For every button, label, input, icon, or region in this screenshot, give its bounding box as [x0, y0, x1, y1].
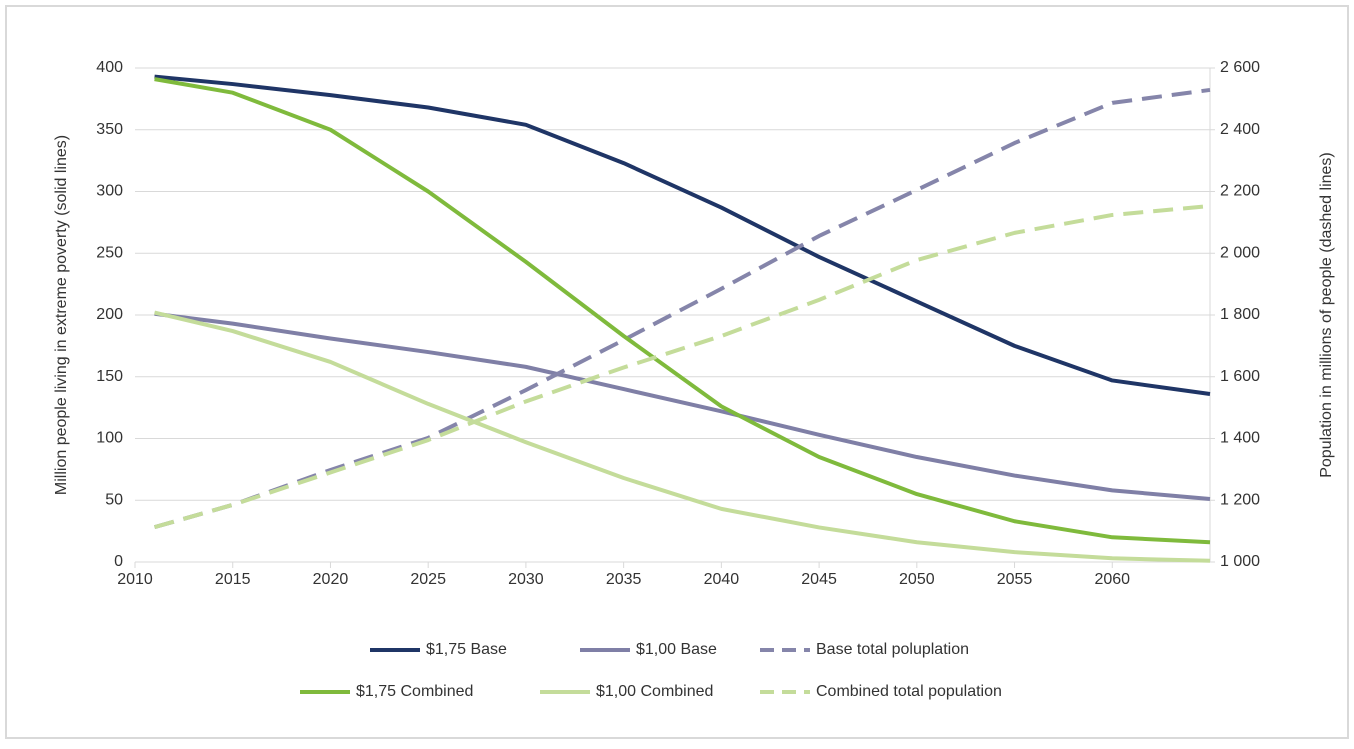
y-axis-title: Million people living in extreme poverty…: [53, 135, 70, 495]
y-tick-label: 0: [114, 553, 123, 570]
y2-tick-label: 1 800: [1220, 306, 1260, 323]
series-line: [154, 77, 1211, 545]
x-tick-label: 2040: [704, 571, 740, 588]
y2-tick-label: 2 600: [1220, 59, 1260, 76]
y-tick-label: 200: [96, 306, 123, 323]
legend-label: $1,75 Combined: [356, 683, 473, 700]
y-tick-label: 100: [96, 430, 123, 447]
y2-tick-label: 1 400: [1220, 430, 1260, 447]
y2-tick-label: 2 200: [1220, 183, 1260, 200]
series-line: [154, 311, 1211, 502]
x-tick-label: 2050: [899, 571, 935, 588]
legend-label: $1,75 Base: [426, 641, 507, 658]
x-tick-label: 2030: [508, 571, 544, 588]
y2-axis-title: Population in millions of people (dashed…: [1318, 152, 1335, 478]
series-line: [154, 74, 1211, 397]
legend-label: $1,00 Base: [636, 641, 717, 658]
y2-tick-label: 2 400: [1220, 121, 1260, 138]
y2-tick-label: 2 000: [1220, 244, 1260, 261]
x-tick-label: 2010: [117, 571, 153, 588]
y2-tick-label: 1 000: [1220, 553, 1260, 570]
y-tick-label: 150: [96, 368, 123, 385]
x-tick-label: 2020: [313, 571, 349, 588]
series-line: [153, 204, 1211, 530]
x-tick-label: 2045: [801, 571, 837, 588]
x-tick-label: 2025: [410, 571, 446, 588]
y-tick-label: 50: [105, 491, 123, 508]
y2-tick-label: 1 600: [1220, 368, 1260, 385]
series-line: [154, 310, 1211, 563]
x-tick-label: 2035: [606, 571, 642, 588]
x-tick-label: 2060: [1094, 571, 1130, 588]
y-tick-label: 300: [96, 183, 123, 200]
y2-tick-label: 1 200: [1220, 491, 1260, 508]
legend-label: Combined total population: [816, 683, 1002, 700]
x-tick-label: 2015: [215, 571, 251, 588]
y-tick-label: 250: [96, 244, 123, 261]
legend-label: $1,00 Combined: [596, 683, 713, 700]
x-tick-label: 2055: [997, 571, 1033, 588]
y-tick-label: 400: [96, 59, 123, 76]
y-tick-label: 350: [96, 121, 123, 138]
legend-label: Base total poluplation: [816, 641, 969, 658]
